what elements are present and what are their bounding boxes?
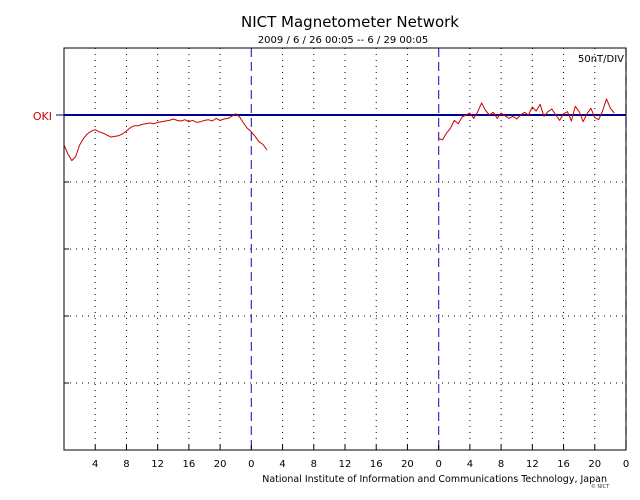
x-tick-label: 8 <box>311 459 317 470</box>
day-dividers <box>250 48 627 450</box>
x-tick-label: 20 <box>214 459 227 470</box>
x-tick-label: 4 <box>467 459 473 470</box>
scale-label: 50nT/DIV <box>578 54 624 65</box>
x-tick-label: 8 <box>123 459 129 470</box>
series-line-oki <box>63 113 268 162</box>
x-axis-ticks: 4 8 12 16 20 0 4 8 12 16 20 0 4 8 12 16 20 0 <box>64 181 629 470</box>
x-tick-label: 20 <box>401 459 414 470</box>
chart-title: NICT Magnetometer Network <box>241 13 459 31</box>
x-tick-label: 16 <box>183 459 196 470</box>
x-tick-label: 8 <box>498 459 504 470</box>
x-tick-label: 4 <box>92 459 98 470</box>
x-tick-label: 0 <box>623 459 629 470</box>
chart-subtitle: 2009 / 6 / 26 00:05 -- 6 / 29 00:05 <box>258 35 428 46</box>
station-label-oki: OKI <box>33 110 52 123</box>
x-tick-label: 4 <box>279 459 285 470</box>
x-tick-label: 20 <box>588 459 601 470</box>
x-tick-label: 0 <box>248 459 254 470</box>
credit-text: National Institute of Information and Co… <box>262 474 607 485</box>
x-tick-label: 12 <box>339 459 352 470</box>
series-line-oki <box>438 98 615 141</box>
nict-mark: © NICT <box>591 483 610 490</box>
x-tick-label: 12 <box>526 459 539 470</box>
trace-layer <box>63 98 615 162</box>
x-tick-label: 12 <box>151 459 164 470</box>
x-tick-label: 16 <box>557 459 570 470</box>
x-tick-label: 16 <box>370 459 383 470</box>
x-tick-label: 0 <box>435 459 441 470</box>
